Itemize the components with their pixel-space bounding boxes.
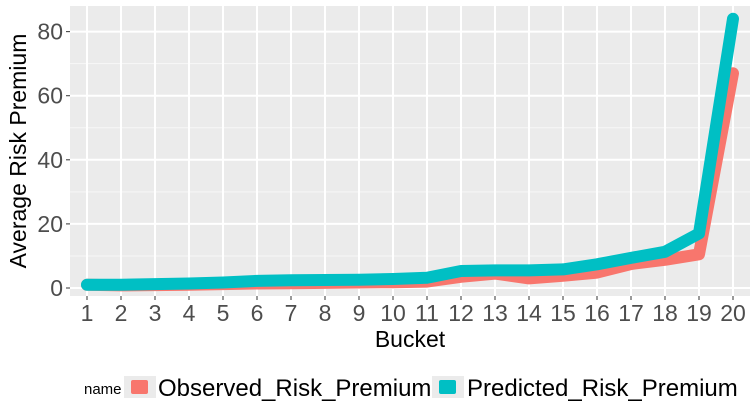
x-tick-label: 3 <box>149 300 162 326</box>
legend-label-predicted: Predicted_Risk_Premium <box>467 375 738 402</box>
x-axis: 1 2 3 4 5 6 7 8 9 10 11 12 13 14 15 16 17 18 19 20 <box>81 296 746 326</box>
y-axis: 0 20 40 60 80 <box>37 19 70 301</box>
x-axis-title: Bucket <box>375 326 446 352</box>
legend: name Observed_Risk_Premium Predicted_Ris… <box>84 375 738 402</box>
y-tick-label: 0 <box>50 275 63 301</box>
x-tick-label: 14 <box>516 300 542 326</box>
x-tick-label: 7 <box>285 300 298 326</box>
grid-major <box>70 6 750 296</box>
series-line-predicted <box>81 12 739 291</box>
x-tick-label: 9 <box>353 300 366 326</box>
x-tick-label: 1 <box>81 300 94 326</box>
legend-item-observed: Observed_Risk_Premium <box>124 375 431 402</box>
legend-title: name <box>84 381 122 398</box>
x-tick-label: 11 <box>415 300 439 326</box>
x-tick-label: 8 <box>319 300 332 326</box>
x-tick-label: 17 <box>618 300 644 326</box>
x-tick-label: 10 <box>380 300 406 326</box>
y-tick-label: 80 <box>37 19 63 45</box>
x-tick-label: 6 <box>251 300 264 326</box>
series-layer <box>81 12 739 292</box>
legend-swatch-predicted <box>439 380 456 394</box>
x-tick-label: 2 <box>115 300 128 326</box>
x-tick-label: 12 <box>448 300 474 326</box>
y-tick-label: 40 <box>37 147 63 173</box>
x-tick-label: 4 <box>183 300 196 326</box>
y-tick-label: 60 <box>37 83 63 109</box>
x-tick-label: 20 <box>720 300 746 326</box>
y-axis-title: Average Risk Premium <box>5 34 31 269</box>
x-tick-label: 18 <box>652 300 678 326</box>
legend-swatch-observed <box>131 380 148 394</box>
y-tick-label: 20 <box>37 211 63 237</box>
x-tick-label: 13 <box>482 300 508 326</box>
x-tick-label: 19 <box>686 300 712 326</box>
x-tick-label: 16 <box>584 300 610 326</box>
legend-label-observed: Observed_Risk_Premium <box>158 375 431 402</box>
x-tick-label: 5 <box>217 300 230 326</box>
x-tick-label: 15 <box>550 300 576 326</box>
legend-item-predicted: Predicted_Risk_Premium <box>432 375 738 402</box>
plot-panel <box>70 6 750 296</box>
